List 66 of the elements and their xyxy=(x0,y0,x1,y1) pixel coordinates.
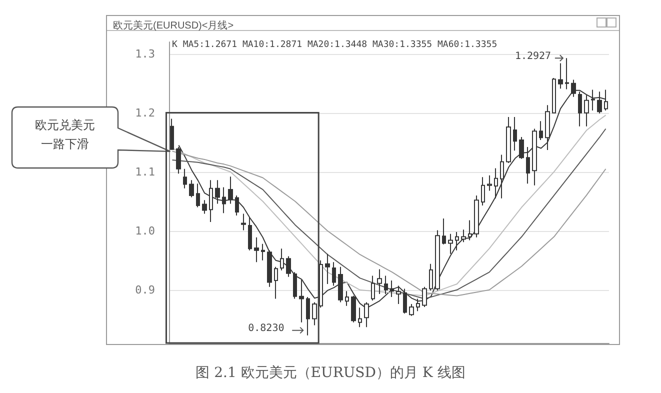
candlestick xyxy=(228,176,233,204)
candlestick xyxy=(222,186,226,214)
candlestick xyxy=(384,275,388,295)
candlestick xyxy=(189,180,194,198)
candlestick xyxy=(170,118,174,150)
y-tick-label: 1.0 xyxy=(135,224,155,238)
candlestick xyxy=(519,136,524,160)
y-tick-label: 1.1 xyxy=(135,165,155,178)
candlestick xyxy=(267,250,272,288)
y-tick-label: 1.3 xyxy=(135,47,155,60)
candlestick xyxy=(494,168,498,199)
candlestick xyxy=(377,268,382,295)
candlestick xyxy=(312,302,317,326)
candlestick xyxy=(345,290,349,306)
candlestick xyxy=(358,307,362,328)
candlestick xyxy=(409,304,414,316)
candlestick xyxy=(306,296,310,336)
caption: 图 2.1 欧元美元（EURUSD）的月 K 线图 xyxy=(194,364,466,382)
candlestick xyxy=(254,236,259,263)
candlestick xyxy=(390,280,394,298)
candlestick xyxy=(545,104,550,151)
candlestick xyxy=(513,116,517,152)
candlestick xyxy=(338,266,343,303)
candlestick xyxy=(248,216,252,251)
candlestick xyxy=(332,262,336,286)
candlestick xyxy=(552,78,556,114)
text: 欧元兑美元一路下滑 xyxy=(34,117,96,153)
candlestick xyxy=(468,220,472,241)
annotation: K MA5:1.2671 MA10:1.2871 MA20:1.3448 MA30:1.3355 MA60:1.3355 xyxy=(172,40,498,50)
candlestick xyxy=(461,229,466,243)
candlestick xyxy=(539,120,543,140)
candlestick xyxy=(565,58,569,90)
candlestick xyxy=(241,213,246,231)
candlestick xyxy=(584,94,589,127)
annotation: 0.8230 xyxy=(248,323,284,334)
candlestick xyxy=(442,218,446,245)
candlestick xyxy=(183,168,187,189)
candlestick xyxy=(500,154,504,199)
candlestick xyxy=(429,263,433,291)
candlestick xyxy=(455,232,459,251)
annotation: 1.2927 xyxy=(514,51,552,62)
candlestick xyxy=(532,128,537,186)
candlestick xyxy=(235,194,239,216)
candlestick xyxy=(261,243,265,261)
candlestick xyxy=(481,176,485,206)
candlestick xyxy=(209,180,213,223)
candlestick xyxy=(280,248,284,271)
candlestick xyxy=(196,183,200,208)
candlestick xyxy=(506,116,511,164)
y-tick-label: 0.9 xyxy=(135,283,155,296)
candlestick xyxy=(487,174,492,192)
candlestick xyxy=(274,266,278,300)
candlestick xyxy=(526,146,530,184)
candlestick xyxy=(448,233,453,254)
candlestick xyxy=(286,256,291,278)
chart-title: 欧元美元(EURUSD)<月线> xyxy=(113,20,234,32)
candlestick xyxy=(325,253,330,284)
candlestick xyxy=(202,200,207,214)
candlestick xyxy=(293,272,297,300)
candlestick xyxy=(396,285,401,305)
candlestick xyxy=(435,230,440,291)
candlestick xyxy=(215,180,220,204)
y-tick-label: 1.2 xyxy=(135,106,155,120)
candlestick xyxy=(371,275,375,302)
candlestick xyxy=(558,62,563,90)
candlestick xyxy=(474,194,479,238)
